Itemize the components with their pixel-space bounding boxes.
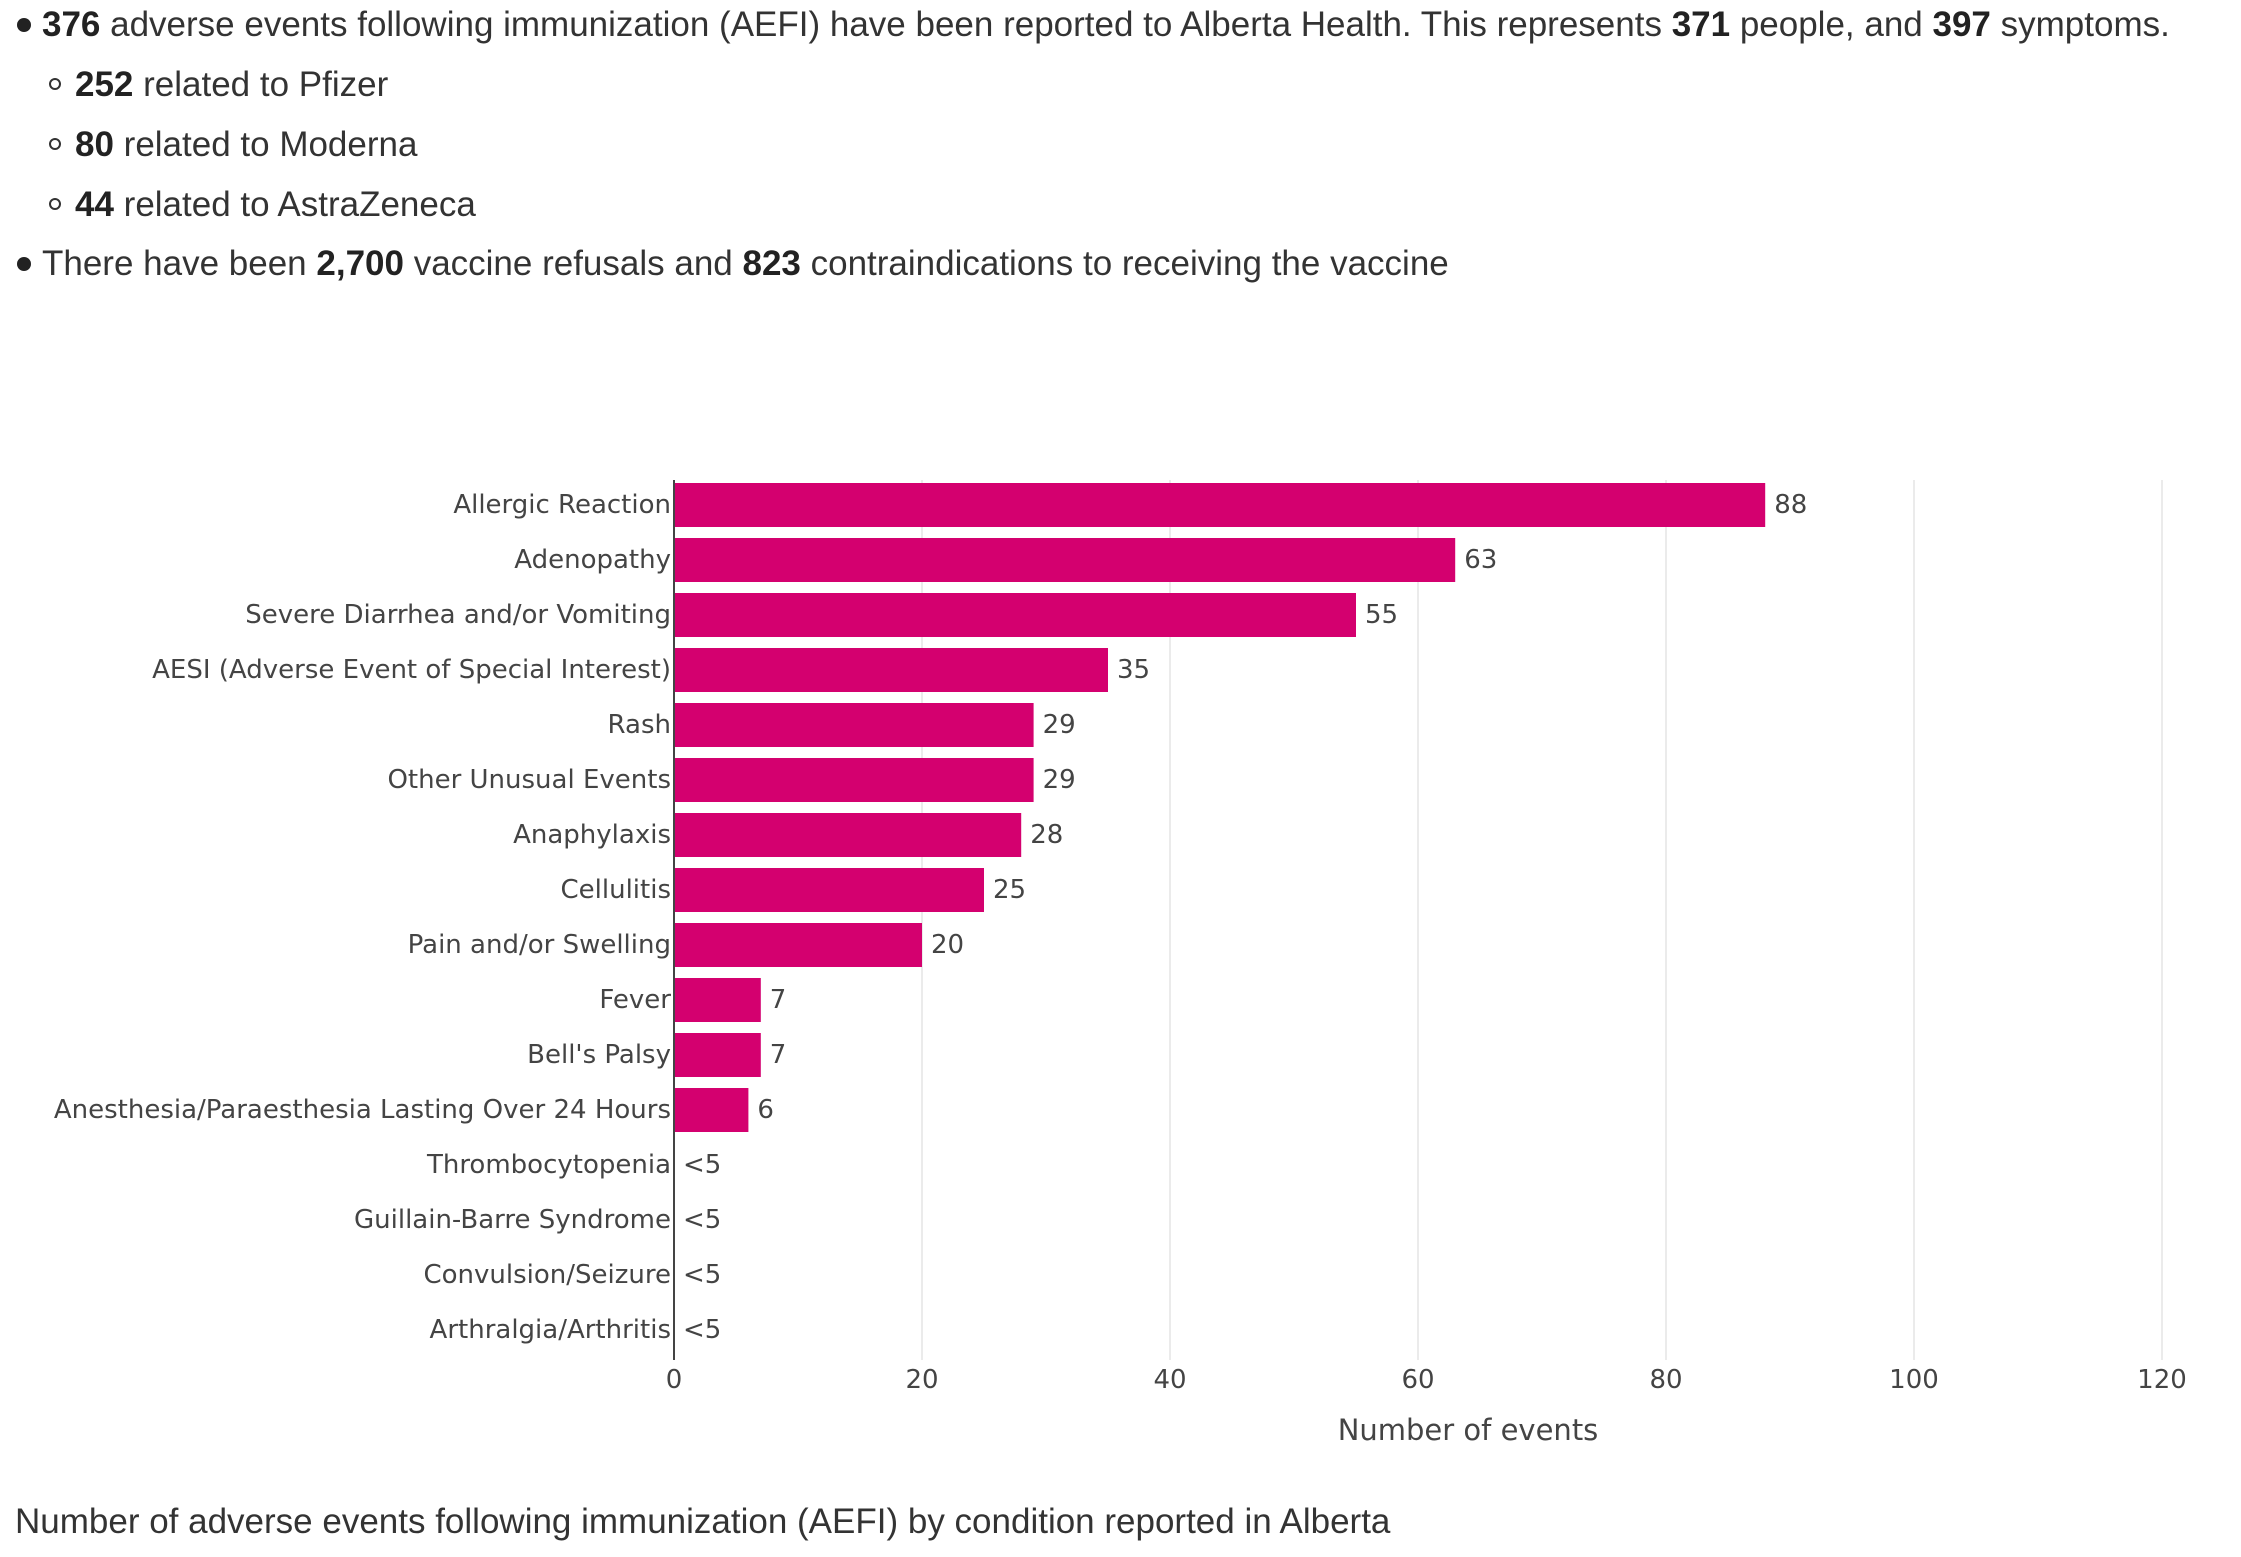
value-label: <5 — [683, 1150, 721, 1180]
bar — [674, 593, 1356, 637]
contraindications-count: 823 — [742, 244, 801, 283]
symptoms-count: 397 — [1932, 5, 1991, 44]
value-label: 29 — [1043, 710, 1076, 740]
category-label: Anesthesia/Paraesthesia Lasting Over 24 … — [54, 1095, 671, 1125]
category-labels: Allergic Reaction Adenopathy Severe Diarrh… — [54, 490, 671, 1345]
bullet-circle-icon — [49, 198, 61, 210]
category-label: Other Unusual Events — [387, 765, 671, 795]
moderna-item: 80 related to Moderna — [75, 125, 418, 164]
category-label: Guillain-Barre Syndrome — [354, 1205, 671, 1235]
value-label: 28 — [1030, 820, 1063, 850]
value-label: 88 — [1774, 490, 1807, 520]
x-tick-label: 0 — [666, 1365, 683, 1395]
category-label: Arthralgia/Arthritis — [430, 1315, 671, 1345]
category-label: Anaphylaxis — [513, 820, 671, 850]
bar — [674, 483, 1766, 527]
value-label: 7 — [770, 1040, 787, 1070]
x-tick-labels: 0 20 40 60 80 100 120 — [666, 1365, 2187, 1395]
x-tick-label: 100 — [1889, 1365, 1939, 1395]
summary-bullets: 376 adverse events following immunizatio… — [0, 0, 2241, 420]
astrazeneca-item: 44 related to AstraZeneca — [75, 185, 476, 224]
bar — [674, 648, 1108, 692]
category-label: Adenopathy — [514, 545, 671, 575]
bar — [674, 703, 1034, 747]
category-label: Rash — [608, 710, 671, 740]
value-label: 55 — [1365, 600, 1398, 630]
aefi-count: 376 — [42, 5, 101, 44]
bullet-disc-icon — [17, 18, 31, 32]
category-label: Cellulitis — [561, 875, 672, 905]
refusals-summary: There have been 2,700 vaccine refusals a… — [42, 244, 1449, 283]
value-label: 35 — [1117, 655, 1150, 685]
x-tick-label: 40 — [1153, 1365, 1186, 1395]
x-tick-label: 20 — [905, 1365, 938, 1395]
bars — [674, 483, 1766, 1132]
category-label: Convulsion/Seizure — [423, 1260, 671, 1290]
people-count: 371 — [1671, 5, 1731, 44]
value-label: 6 — [757, 1095, 774, 1125]
value-label: 29 — [1043, 765, 1076, 795]
category-label: AESI (Adverse Event of Special Interest) — [152, 655, 671, 685]
category-label: Thrombocytopenia — [426, 1150, 671, 1180]
bullet-circle-icon — [49, 78, 61, 90]
bar — [674, 758, 1034, 802]
category-label: Fever — [599, 985, 671, 1015]
bullet-disc-icon — [17, 257, 31, 271]
aefi-summary: 376 adverse events following immunizatio… — [42, 5, 2170, 44]
x-axis-title: Number of events — [1338, 1413, 1599, 1447]
value-label: 7 — [770, 985, 787, 1015]
bar — [674, 978, 761, 1022]
bullet-circle-icon — [49, 138, 61, 150]
value-label: <5 — [683, 1315, 721, 1345]
category-label: Allergic Reaction — [453, 490, 671, 520]
value-label: 63 — [1464, 545, 1497, 575]
value-label: <5 — [683, 1260, 721, 1290]
refusals-count: 2,700 — [316, 244, 404, 283]
bar — [674, 813, 1022, 857]
category-label: Pain and/or Swelling — [408, 930, 671, 960]
bar — [674, 538, 1456, 582]
bar — [674, 868, 984, 912]
x-tick-label: 120 — [2137, 1365, 2187, 1395]
value-label: 20 — [931, 930, 964, 960]
bar — [674, 923, 922, 967]
value-label: 25 — [993, 875, 1026, 905]
category-label: Bell's Palsy — [527, 1040, 671, 1070]
value-label: <5 — [683, 1205, 721, 1235]
category-label: Severe Diarrhea and/or Vomiting — [245, 600, 671, 630]
x-tick-label: 60 — [1401, 1365, 1434, 1395]
bar — [674, 1033, 761, 1077]
chart-caption: Number of adverse events following immun… — [15, 1502, 1391, 1541]
pfizer-item: 252 related to Pfizer — [75, 65, 389, 104]
bar — [674, 1088, 749, 1132]
x-tick-label: 80 — [1649, 1365, 1682, 1395]
